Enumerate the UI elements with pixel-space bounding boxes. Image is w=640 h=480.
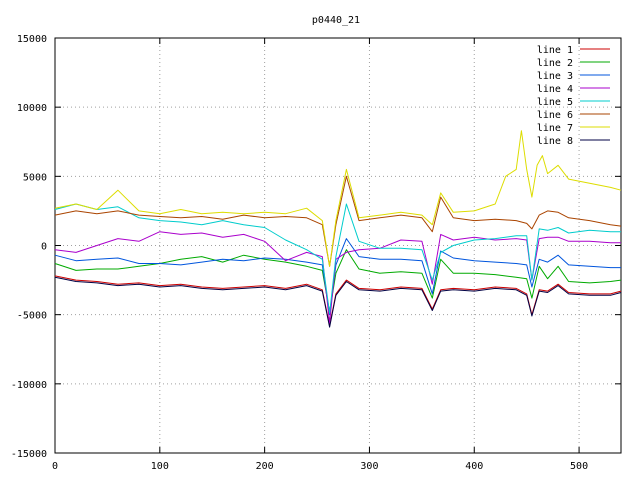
y-tick-label: 5000 [23, 172, 47, 183]
legend: line 1 line 2 line 3 line 4 line 5 line 6 line… [537, 45, 610, 147]
series-line-2 [54, 249, 622, 313]
x-tick-label: 300 [360, 461, 378, 472]
legend-label-1: line 1 [537, 45, 573, 56]
series-line-1 [54, 275, 622, 327]
y-tick-label: 0 [41, 242, 47, 253]
series-line-7 [54, 130, 622, 267]
series-line-4 [54, 231, 621, 324]
legend-label-8: line 8 [537, 136, 573, 147]
chart-title: p0440_21 [312, 15, 360, 26]
y-tick-label: 15000 [17, 34, 47, 45]
y-tick-label: -10000 [11, 380, 47, 391]
series-line-6 [54, 175, 622, 267]
legend-label-4: line 4 [537, 84, 573, 95]
x-tick-label: 100 [151, 461, 169, 472]
legend-label-5: line 5 [537, 97, 573, 108]
legend-label-6: line 6 [537, 110, 573, 121]
legend-label-3: line 3 [537, 71, 573, 82]
x-tick-label: 400 [465, 461, 483, 472]
x-tick-label: 200 [256, 461, 274, 472]
series-line-8 [54, 276, 622, 328]
legend-label-2: line 2 [537, 58, 573, 69]
y-tick-label: 10000 [17, 103, 47, 114]
y-tick-label: -15000 [11, 449, 47, 460]
axis-ticks: 0 100 200 300 400 500 -15000 -10000 -5000 0 5000 10… [11, 34, 621, 472]
y-tick-label: -5000 [17, 311, 47, 322]
legend-label-7: line 7 [537, 123, 573, 134]
series-line-3 [54, 238, 621, 316]
x-tick-label: 500 [570, 461, 588, 472]
series-line-5 [54, 203, 621, 314]
x-tick-label: 0 [52, 461, 58, 472]
series-lines [54, 130, 622, 328]
